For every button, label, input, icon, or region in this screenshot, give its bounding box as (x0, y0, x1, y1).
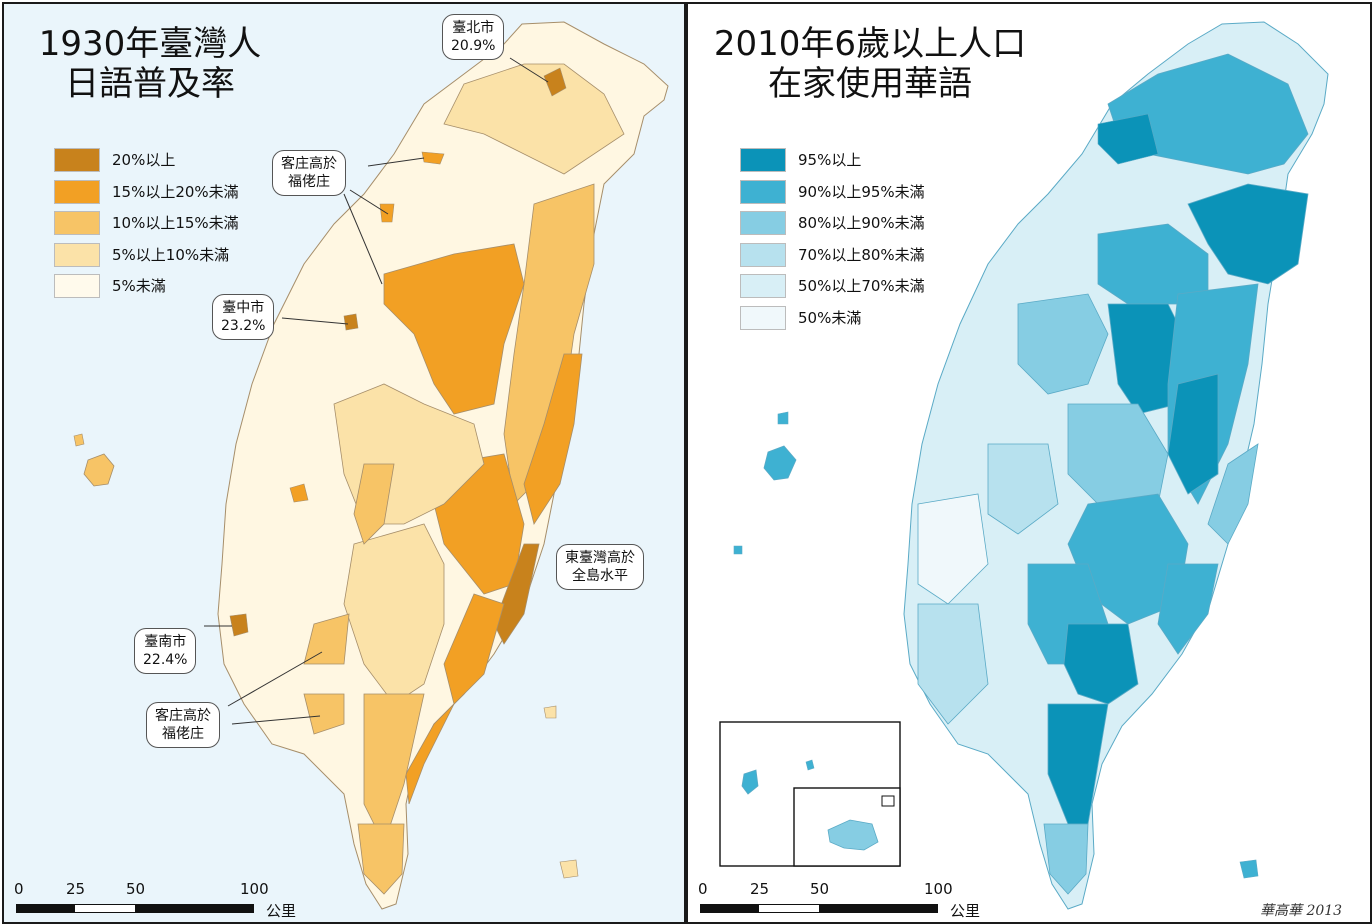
legend-swatch (54, 211, 100, 235)
callout-hakka-north-line1: 客庄高於 (281, 156, 337, 172)
left-map-title: 1930年臺灣人 日語普及率 (36, 24, 264, 104)
right-title-line2: 在家使用華語 (768, 64, 972, 104)
scale-seg-dark (701, 905, 759, 912)
callout-hakka-south: 客庄高於 福佬庄 (146, 702, 220, 748)
left-callout-leaders (204, 57, 549, 725)
legend-swatch (740, 179, 786, 204)
scale-tick-25: 25 (750, 880, 770, 898)
scale-seg-dark (17, 905, 75, 912)
legend-label: 90%以上95%未滿 (798, 182, 925, 201)
left-scale-bar: 0 25 50 100 公里 (14, 880, 314, 920)
scale-bar-graphic (700, 904, 938, 913)
right-scale-bar: 0 25 50 100 公里 (698, 880, 998, 920)
scale-tick-50: 50 (810, 880, 830, 898)
scale-seg-dark (819, 905, 937, 912)
scale-tick-0: 0 (14, 880, 24, 898)
callout-taichung: 臺中市 23.2% (212, 294, 275, 340)
callout-east-line1: 東臺灣高於 (565, 550, 635, 566)
legend-label: 15%以上20%未滿 (112, 182, 239, 201)
right-penghu-islands (763, 411, 797, 481)
right-small-islands (733, 545, 1259, 879)
legend-swatch (740, 242, 786, 267)
callout-hakka-north: 客庄高於 福佬庄 (272, 150, 346, 196)
callout-taipei: 臺北市 20.9% (442, 14, 505, 60)
legend-swatch (54, 274, 100, 298)
left-penghu-islands (73, 433, 115, 487)
left-small-islands (543, 705, 579, 879)
legend-swatch (740, 305, 786, 330)
left-title-line2: 日語普及率 (65, 64, 235, 104)
legend-swatch (740, 274, 786, 298)
legend-swatch (54, 148, 100, 172)
legend-label: 95%以上 (798, 151, 862, 169)
legend-label: 50%未滿 (798, 308, 862, 327)
callout-taipei-value: 20.9% (451, 38, 496, 54)
legend-label: 10%以上15%未滿 (112, 214, 239, 232)
right-map-panel: 2010年6歲以上人口 在家使用華語 95%以上 90%以上95%未滿 80%以… (686, 2, 1372, 924)
right-taiwan-island (903, 21, 1329, 910)
scale-tick-25: 25 (66, 880, 86, 898)
scale-seg-dark (135, 905, 253, 912)
left-title-line1: 1930年臺灣人 (38, 24, 262, 64)
legend-label: 70%以上80%未滿 (798, 245, 925, 264)
callout-taichung-value: 23.2% (221, 318, 266, 334)
scale-unit: 公里 (266, 902, 297, 920)
right-inset-map (719, 721, 901, 867)
scale-bar-graphic (16, 904, 254, 913)
legend-label: 20%以上 (112, 151, 176, 169)
scale-tick-100: 100 (924, 880, 953, 898)
legend-label: 80%以上90%未滿 (798, 214, 925, 232)
callout-east-taiwan: 東臺灣高於 全島水平 (556, 544, 644, 590)
left-taiwan-island (217, 21, 669, 910)
scale-unit: 公里 (950, 902, 981, 920)
author-signature: 華高華 2013 (1260, 903, 1343, 919)
scale-tick-100: 100 (240, 880, 269, 898)
callout-hakka-south-line2: 福佬庄 (162, 726, 204, 742)
callout-hakka-north-line2: 福佬庄 (288, 174, 330, 190)
callout-taipei-name: 臺北市 (452, 20, 495, 36)
callout-tainan-name: 臺南市 (144, 634, 187, 650)
callout-tainan-value: 22.4% (143, 652, 188, 668)
right-map-svg (719, 21, 1329, 910)
legend-label: 5%未滿 (112, 277, 166, 295)
legend-swatch (740, 148, 786, 172)
scale-tick-0: 0 (698, 880, 708, 898)
legend-swatch (740, 211, 786, 235)
left-map-svg (73, 21, 669, 910)
callout-east-line2: 全島水平 (572, 568, 628, 584)
right-map-title: 2010年6歲以上人口 在家使用華語 (710, 24, 1030, 104)
legend-label: 50%以上70%未滿 (798, 277, 925, 295)
callout-hakka-south-line1: 客庄高於 (155, 708, 211, 724)
legend-swatch (54, 242, 100, 267)
callout-taichung-name: 臺中市 (222, 300, 265, 316)
legend-swatch (54, 179, 100, 204)
right-title-line1: 2010年6歲以上人口 (713, 24, 1027, 64)
legend-label: 5%以上10%未滿 (112, 245, 230, 264)
left-map-panel: 1930年臺灣人 日語普及率 20%以上 15%以上20%未滿 10%以上15%… (2, 2, 686, 924)
callout-tainan: 臺南市 22.4% (134, 628, 197, 674)
scale-tick-50: 50 (126, 880, 146, 898)
